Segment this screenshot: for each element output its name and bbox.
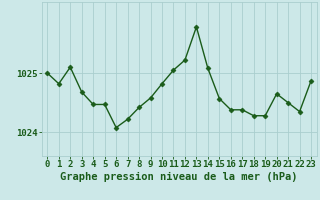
X-axis label: Graphe pression niveau de la mer (hPa): Graphe pression niveau de la mer (hPa) bbox=[60, 172, 298, 182]
